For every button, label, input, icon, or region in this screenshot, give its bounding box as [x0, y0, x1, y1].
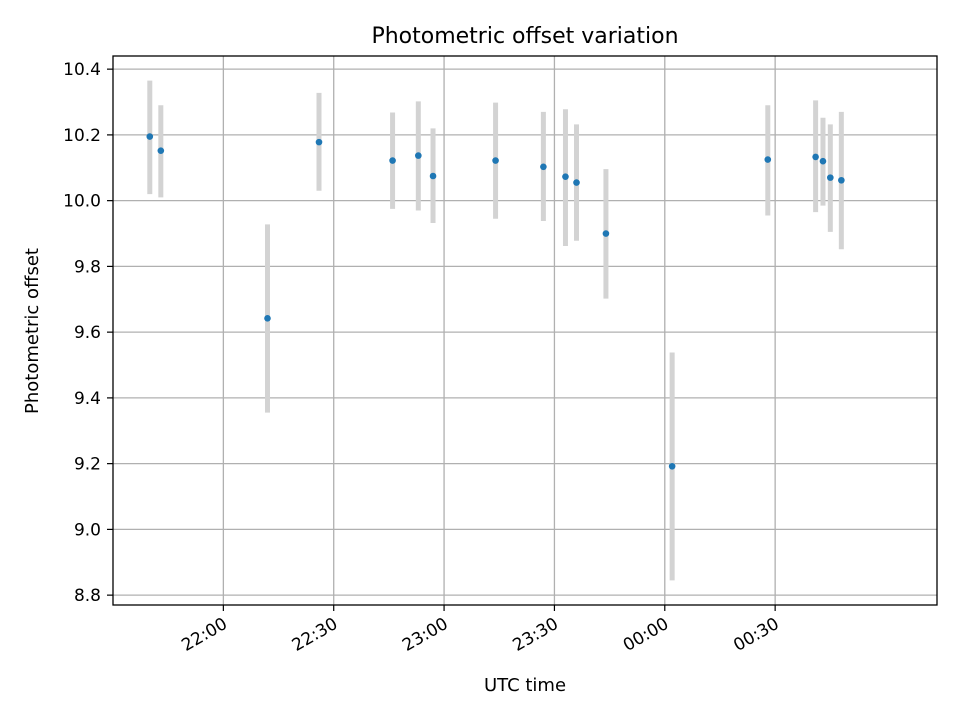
data-point: [668, 462, 676, 470]
data-point: [540, 163, 547, 171]
data-point: [573, 179, 580, 186]
y-tick-label: 9.8: [74, 257, 101, 277]
data-point: [492, 157, 499, 164]
y-tick-label: 8.8: [74, 586, 101, 606]
x-tick-label: 00:00: [620, 614, 672, 656]
data-point: [146, 133, 154, 140]
plot-background: [113, 56, 937, 605]
data-point: [819, 157, 827, 165]
chart-title: Photometric offset variation: [371, 24, 678, 49]
data-point: [415, 152, 422, 159]
data-point: [562, 173, 569, 180]
data-point: [602, 230, 610, 237]
y-tick-label: 9.6: [74, 323, 101, 343]
x-axis: 22:00 22:30 23:00 23:30 00:00 00:30: [178, 605, 783, 656]
y-axis: 8.8 9.0 9.2 9.4 9.6 9.8 10.0 10.2 10.4: [63, 60, 113, 606]
data-points: [146, 133, 845, 470]
data-point: [827, 174, 834, 181]
y-tick-label: 9.4: [74, 389, 101, 409]
y-tick-label: 10.2: [63, 126, 101, 146]
data-point: [315, 138, 323, 146]
data-point: [389, 157, 396, 164]
plot-frame: [112, 55, 938, 606]
data-point: [157, 147, 165, 154]
x-axis-label: UTC time: [484, 675, 566, 696]
y-axis-label: Photometric offset: [22, 248, 43, 414]
data-point: [429, 172, 437, 180]
data-point: [838, 176, 845, 184]
data-point: [812, 153, 819, 161]
x-tick-label: 00:30: [730, 614, 782, 656]
data-point: [264, 315, 271, 322]
x-tick-label: 23:30: [509, 614, 561, 656]
y-tick-label: 9.0: [74, 520, 101, 540]
grid: [113, 56, 937, 605]
y-tick-label: 10.0: [63, 192, 101, 212]
y-tick-label: 9.2: [74, 455, 101, 475]
y-tick-label: 10.4: [63, 60, 101, 80]
x-tick-label: 22:30: [289, 614, 341, 656]
data-point: [764, 156, 772, 163]
x-tick-label: 23:00: [399, 614, 451, 656]
x-tick-label: 22:00: [178, 614, 230, 656]
